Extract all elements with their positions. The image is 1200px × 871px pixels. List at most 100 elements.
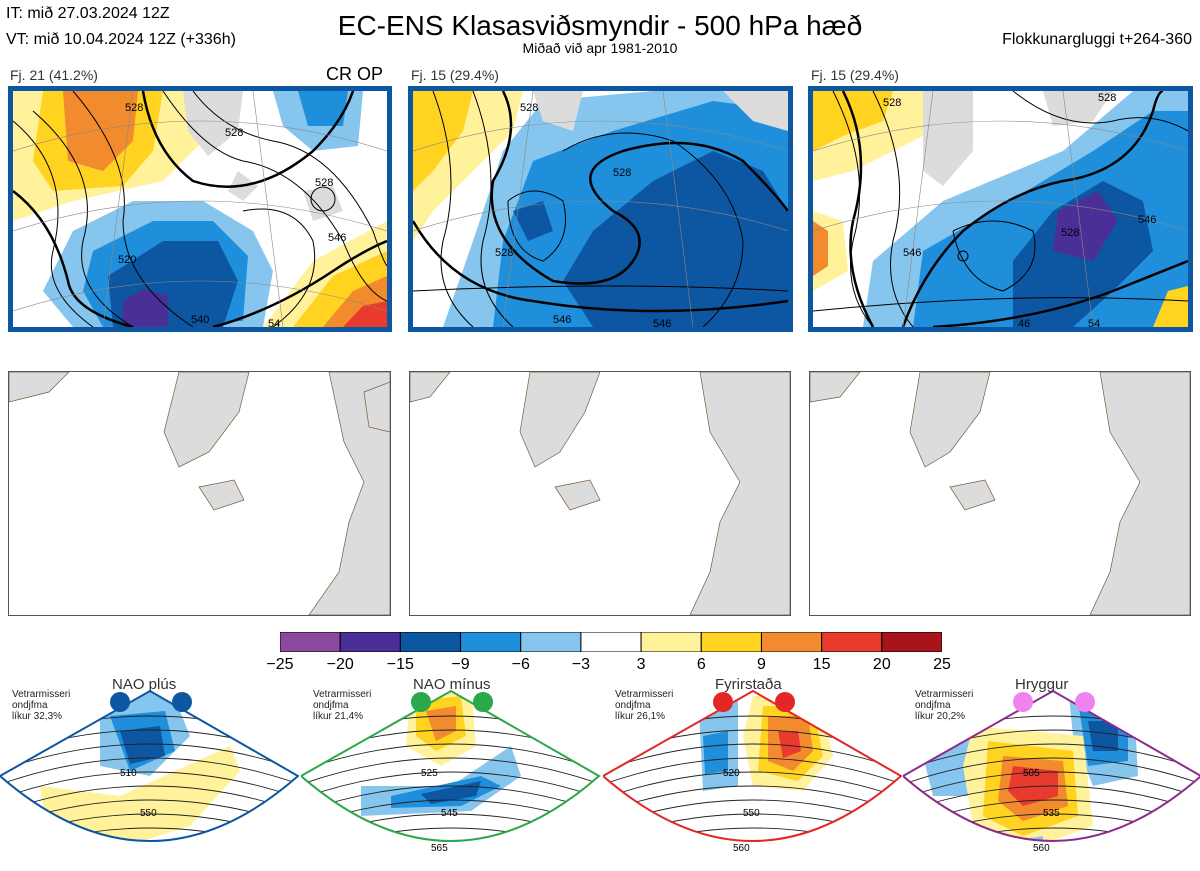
regime-note: ondjfma	[313, 700, 349, 711]
svg-text:528: 528	[1098, 92, 1116, 104]
regime-marker	[1013, 692, 1033, 712]
cluster-3-map: 528 528 546 528 546 46 54	[808, 86, 1193, 332]
regime-panel: 510 550 NAO plús Vetrarmisseri ondjfma líkur …	[0, 676, 300, 871]
colorbar-swatch	[640, 631, 702, 653]
colorbar-tick-label: 20	[872, 656, 891, 673]
valid-time: VT: mið 10.04.2024 12Z (+336h)	[6, 31, 236, 48]
regime-marker	[1075, 692, 1095, 712]
regime-note: Vetrarmisseri	[12, 689, 71, 700]
colorbar-swatch	[520, 631, 582, 653]
svg-text:528: 528	[495, 247, 513, 259]
anomaly-area	[703, 731, 728, 774]
height-contour	[903, 827, 1200, 841]
regime-title: Hryggur	[1015, 676, 1069, 693]
svg-text:528: 528	[613, 167, 631, 179]
regime-note: líkur 32,3%	[12, 711, 63, 722]
colorbar-tick-label: 15	[812, 656, 831, 673]
regime-marker	[110, 692, 130, 712]
regime-marker	[713, 692, 733, 712]
height-contour	[0, 757, 298, 789]
anomaly-area	[421, 781, 481, 804]
cluster-1-tag: CR OP	[326, 64, 384, 84]
colorbar-tick-label: 25	[933, 656, 951, 673]
svg-text:546: 546	[903, 247, 921, 259]
colorbar-tick-label: −20	[326, 656, 354, 673]
cluster-3-label: Fj. 15 (29.4%)	[811, 67, 899, 83]
page-subtitle: Miðað við apr 1981-2010	[522, 40, 678, 56]
svg-text:528: 528	[315, 177, 333, 189]
svg-text:546: 546	[653, 318, 671, 327]
cluster-1-label: Fj. 21 (41.2%)	[10, 67, 98, 83]
height-contour	[603, 757, 901, 789]
height-contour	[903, 743, 1200, 775]
sector-outline	[301, 689, 601, 842]
height-contour	[603, 771, 901, 803]
contour-label: 560	[733, 843, 750, 854]
height-contour	[301, 743, 599, 775]
svg-text:540: 540	[191, 314, 209, 326]
colorbar-tick-label: −25	[266, 656, 294, 673]
regime-panel: 505 535 560 Hryggur Vetrarmisseri ondjfma líku…	[903, 676, 1200, 871]
regime-marker	[775, 692, 795, 712]
height-contour	[301, 757, 599, 789]
colorbar-tick-label: 6	[696, 656, 706, 673]
height-contour	[603, 827, 901, 841]
regime-title: Fyrirstaða	[715, 676, 782, 693]
colorbar-tick-label: −6	[511, 656, 530, 673]
svg-text:528: 528	[1061, 227, 1079, 239]
svg-text:528: 528	[520, 102, 538, 114]
blank-map-1	[8, 371, 391, 616]
initial-time: IT: mið 27.03.2024 12Z	[6, 5, 170, 22]
colorbar-swatch	[399, 631, 462, 653]
svg-text:546: 546	[328, 232, 346, 244]
colorbar-swatch	[700, 631, 762, 653]
cluster-2-label: Fj. 15 (29.4%)	[411, 67, 499, 83]
contour-label: 550	[140, 808, 157, 819]
regime-note: Vetrarmisseri	[313, 689, 372, 700]
height-contour	[0, 827, 298, 841]
colorbar	[279, 631, 943, 653]
svg-text:546: 546	[1138, 214, 1156, 226]
regime-marker	[411, 692, 431, 712]
regime-note: ondjfma	[915, 700, 951, 711]
colorbar-swatch	[339, 631, 401, 653]
regime-title: NAO plús	[112, 676, 177, 693]
page-title: EC-ENS Klasasviðsmyndir - 500 hPa hæð	[337, 10, 863, 41]
anomaly-area	[426, 706, 456, 741]
contour-label: 525	[421, 768, 438, 779]
contour-label: 535	[1043, 808, 1060, 819]
contour-label: 520	[723, 768, 740, 779]
regime-note: ondjfma	[615, 700, 651, 711]
svg-text:528: 528	[225, 127, 243, 139]
blank-map-3	[809, 371, 1191, 616]
cluster-2-map: 528 528 546 546 528	[408, 86, 793, 332]
contour-label: 550	[743, 808, 760, 819]
contour-label: 560	[1033, 843, 1050, 854]
regime-title: NAO mínus	[413, 676, 491, 693]
svg-text:54: 54	[1088, 318, 1100, 327]
anomaly-area	[1008, 766, 1058, 806]
height-contour	[301, 827, 599, 841]
height-contour	[0, 743, 298, 775]
svg-text:528: 528	[883, 97, 901, 109]
sector-outline	[0, 689, 300, 842]
colorbar-tick-label: 9	[757, 656, 766, 673]
contour-label: 510	[120, 768, 137, 779]
anomaly-area	[40, 746, 240, 841]
height-contour	[903, 771, 1200, 803]
regime-marker	[473, 692, 493, 712]
regime-marker	[172, 692, 192, 712]
svg-text:520: 520	[118, 254, 136, 266]
colorbar-swatch	[580, 631, 642, 653]
regime-note: líkur 21,4%	[313, 711, 364, 722]
height-contour	[903, 757, 1200, 789]
anomaly-area	[778, 731, 801, 758]
contour-label: 545	[441, 808, 458, 819]
contour-label: 565	[431, 843, 448, 854]
regime-note: Vetrarmisseri	[915, 689, 974, 700]
height-contour	[603, 743, 901, 775]
colorbar-swatch	[821, 631, 883, 653]
colorbar-tick-label: 3	[636, 656, 646, 673]
colorbar-tick-label: −3	[571, 656, 591, 673]
colorbar-swatch	[881, 631, 943, 653]
